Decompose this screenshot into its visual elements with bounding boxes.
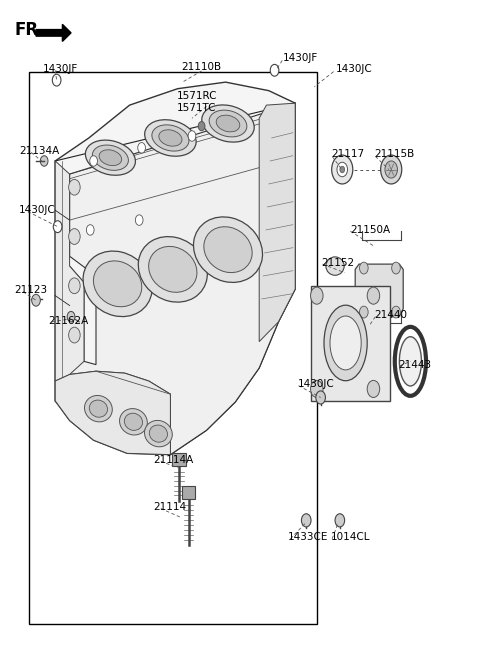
Ellipse shape xyxy=(144,420,172,447)
Text: 21162A: 21162A xyxy=(48,315,88,326)
Circle shape xyxy=(53,221,62,233)
Ellipse shape xyxy=(326,257,344,275)
Text: 21150A: 21150A xyxy=(350,225,391,235)
Text: 21117: 21117 xyxy=(331,149,364,160)
Polygon shape xyxy=(70,103,295,455)
Ellipse shape xyxy=(124,413,143,430)
Circle shape xyxy=(69,327,80,343)
Circle shape xyxy=(270,64,279,76)
Text: 21152: 21152 xyxy=(322,258,355,268)
Circle shape xyxy=(86,225,94,235)
Polygon shape xyxy=(311,286,390,401)
Polygon shape xyxy=(259,103,295,342)
Ellipse shape xyxy=(324,306,367,381)
Text: 21115B: 21115B xyxy=(374,149,415,160)
Circle shape xyxy=(90,156,97,166)
Ellipse shape xyxy=(202,105,254,142)
Circle shape xyxy=(316,391,325,404)
Circle shape xyxy=(188,131,196,141)
Ellipse shape xyxy=(83,251,152,317)
Circle shape xyxy=(32,294,40,306)
Circle shape xyxy=(367,287,380,304)
Text: 1430JC: 1430JC xyxy=(298,379,335,390)
Text: 1430JF: 1430JF xyxy=(283,53,318,63)
Circle shape xyxy=(367,380,380,397)
Circle shape xyxy=(69,179,80,195)
Circle shape xyxy=(135,215,143,225)
Text: 1430JC: 1430JC xyxy=(336,64,373,74)
Text: 21134A: 21134A xyxy=(19,146,60,156)
Bar xyxy=(29,72,317,624)
Ellipse shape xyxy=(399,336,421,386)
Text: 1571RC
1571TC: 1571RC 1571TC xyxy=(177,91,217,112)
Text: 21440: 21440 xyxy=(374,310,408,321)
Circle shape xyxy=(301,514,311,527)
Circle shape xyxy=(335,514,345,527)
Circle shape xyxy=(40,156,48,166)
Text: 21123: 21123 xyxy=(14,285,48,296)
Polygon shape xyxy=(55,371,170,455)
Circle shape xyxy=(311,287,323,304)
Bar xyxy=(182,486,195,499)
Circle shape xyxy=(198,122,205,131)
Circle shape xyxy=(332,155,353,184)
Ellipse shape xyxy=(92,145,129,170)
Ellipse shape xyxy=(144,120,196,156)
Circle shape xyxy=(69,278,80,294)
Circle shape xyxy=(67,311,75,322)
Ellipse shape xyxy=(159,130,182,146)
Ellipse shape xyxy=(85,140,135,175)
Ellipse shape xyxy=(152,125,189,151)
Polygon shape xyxy=(355,264,403,317)
Ellipse shape xyxy=(149,246,197,292)
Circle shape xyxy=(52,74,61,86)
Polygon shape xyxy=(36,24,71,41)
Circle shape xyxy=(381,155,402,184)
Circle shape xyxy=(69,229,80,244)
Ellipse shape xyxy=(149,425,168,442)
Circle shape xyxy=(360,306,368,318)
Circle shape xyxy=(392,306,400,318)
Circle shape xyxy=(360,262,368,274)
Polygon shape xyxy=(55,82,295,455)
Ellipse shape xyxy=(99,150,121,166)
Ellipse shape xyxy=(204,227,252,273)
Ellipse shape xyxy=(216,115,240,132)
Text: 1430JC: 1430JC xyxy=(19,205,56,215)
Text: 1433CE: 1433CE xyxy=(288,532,328,543)
Text: 21443: 21443 xyxy=(398,359,432,370)
Ellipse shape xyxy=(330,316,361,370)
Circle shape xyxy=(337,162,348,177)
Bar xyxy=(172,453,186,466)
Ellipse shape xyxy=(138,237,207,302)
Text: 1014CL: 1014CL xyxy=(331,532,371,543)
Ellipse shape xyxy=(193,217,263,283)
Circle shape xyxy=(138,143,145,153)
Text: 21114A: 21114A xyxy=(154,455,194,465)
Text: FR.: FR. xyxy=(14,20,45,39)
Circle shape xyxy=(311,380,323,397)
Ellipse shape xyxy=(209,110,247,137)
Ellipse shape xyxy=(94,261,142,307)
Circle shape xyxy=(385,161,397,178)
Ellipse shape xyxy=(120,409,147,435)
Circle shape xyxy=(340,166,345,173)
Polygon shape xyxy=(55,161,84,381)
Circle shape xyxy=(392,262,400,274)
Text: 1430JF: 1430JF xyxy=(43,64,78,74)
Ellipse shape xyxy=(89,400,108,417)
Ellipse shape xyxy=(84,396,112,422)
Text: 21110B: 21110B xyxy=(181,62,222,72)
Text: 21114: 21114 xyxy=(154,502,187,512)
